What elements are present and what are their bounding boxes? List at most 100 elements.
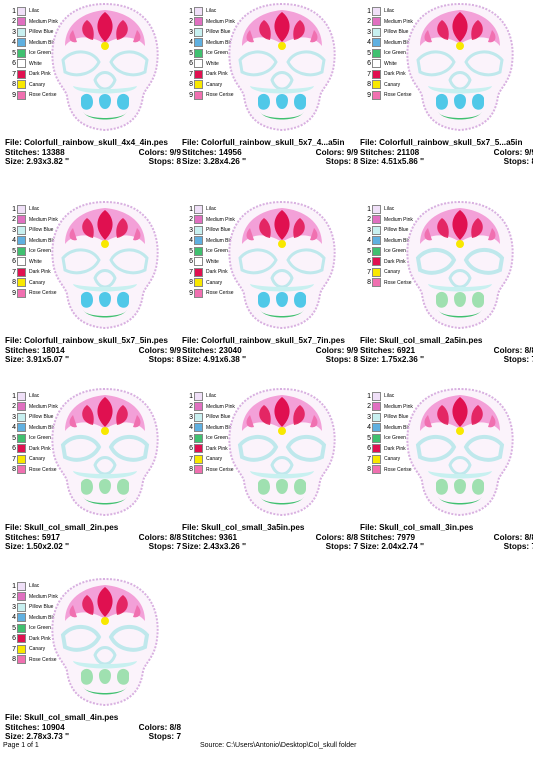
design-card: 1 Lilac 2 Medium Pink 3 Pillow Blue 4 Medium Bl… <box>360 0 533 190</box>
stops-label: Stops: <box>503 542 530 551</box>
thread-number: 9 <box>12 289 16 297</box>
thread-name: Dark Pink <box>206 269 228 276</box>
thread-number: 3 <box>12 226 16 234</box>
thread-row: 6 White <box>11 59 58 70</box>
thread-swatch <box>194 6 203 16</box>
design-info: File: Colorfull_rainbow_skull_4x4_4in.pe… <box>5 138 181 167</box>
thread-number: 2 <box>12 403 16 411</box>
colors-label: Colors: <box>138 722 168 732</box>
thread-row: 1 Lilac <box>11 391 58 402</box>
stops-label: Stops: <box>148 157 175 166</box>
thread-swatch <box>17 17 26 27</box>
stops-label: Stops: <box>148 542 175 551</box>
thread-swatch <box>17 412 26 422</box>
thread-row: 1 Lilac <box>11 6 58 17</box>
thread-swatch <box>17 215 26 225</box>
stitches-field: Stitches: 7979 <box>360 533 415 543</box>
thread-swatch <box>194 69 203 79</box>
file-line: File: Skull_col_small_4in.pes <box>5 713 181 723</box>
thread-name: Ice Green <box>29 435 51 442</box>
thread-swatch <box>372 225 381 235</box>
thread-swatch <box>17 423 26 433</box>
stitches-field: Stitches: 13388 <box>5 148 65 158</box>
thread-name: Canary <box>206 279 223 286</box>
size-value: 1.50x2.02 '' <box>26 542 69 551</box>
thread-number: 2 <box>12 216 16 224</box>
colors-field: Colors: 9/9 <box>494 148 533 158</box>
thread-number: 3 <box>189 28 193 36</box>
thread-row: 1 Lilac <box>11 581 58 592</box>
thread-name: Canary <box>384 456 401 463</box>
colors-field: Colors: 8/8 <box>494 533 533 543</box>
thread-number: 8 <box>12 279 16 287</box>
design-info: File: Skull_col_small_3a5in.pes Stitches:… <box>182 523 358 552</box>
stitches-line: Stitches: 10904 Colors: 8/8 <box>5 723 181 733</box>
size-field: Size: 4.51x5.86 '' <box>360 157 424 167</box>
file-label: File: <box>360 138 377 147</box>
thread-name: White <box>29 258 42 265</box>
thread-name: Pillow Blue <box>384 227 409 234</box>
size-line: Size: 1.50x2.02 '' Stops: 7 <box>5 542 181 552</box>
thread-row: 7 Canary <box>11 644 58 655</box>
thread-row: 5 Ice Green <box>11 433 58 444</box>
stitches-label: Stitches: <box>182 532 217 542</box>
size-field: Size: 4.91x6.38 '' <box>182 355 246 365</box>
thread-swatch <box>194 433 203 443</box>
thread-swatch <box>194 454 203 464</box>
thread-row: 1 Lilac <box>188 204 235 215</box>
thread-number: 1 <box>12 7 16 15</box>
thread-row: 4 Medium Blue <box>11 236 58 247</box>
design-info: File: Skull_col_small_3in.pes Stitches: 7… <box>360 523 533 552</box>
thread-name: Pillow Blue <box>29 227 54 234</box>
design-info: File: Colorfull_rainbow_skull_5x7_7in.pe… <box>182 336 358 365</box>
thread-number: 6 <box>12 60 16 68</box>
thread-name: Medium Pink <box>29 18 58 25</box>
thread-name: Ice Green <box>29 248 51 255</box>
thread-number: 2 <box>189 403 193 411</box>
colors-value: 9/9 <box>169 345 181 355</box>
thread-name: Canary <box>29 646 46 653</box>
thread-row: 3 Pillow Blue <box>188 412 235 423</box>
colors-value: 9/9 <box>346 147 358 157</box>
file-label: File: <box>182 336 199 345</box>
thread-name: Medium Blue <box>384 237 414 244</box>
thread-name: Pillow Blue <box>384 29 409 36</box>
thread-name: Medium Blue <box>384 39 414 46</box>
stitches-line: Stitches: 7979 Colors: 8/8 <box>360 533 533 543</box>
stops-label: Stops: <box>503 157 530 166</box>
file-line: File: Colorfull_rainbow_skull_4x4_4in.pe… <box>5 138 181 148</box>
design-info: File: Skull_col_small_2in.pes Stitches: 5… <box>5 523 181 552</box>
design-card: 1 Lilac 2 Medium Pink 3 Pillow Blue 4 Medium Bl… <box>5 0 181 190</box>
thread-row: 2 Medium Pink <box>11 17 58 28</box>
stitches-label: Stitches: <box>360 147 395 157</box>
thread-name: Medium Blue <box>29 39 59 46</box>
stitches-line: Stitches: 6921 Colors: 8/8 <box>360 346 533 356</box>
stops-field: Stops: 8 <box>326 355 358 365</box>
stops-value: 7 <box>531 355 533 364</box>
thread-row: 8 Canary <box>11 80 58 91</box>
thread-swatch <box>17 623 26 633</box>
size-label: Size: <box>5 542 25 551</box>
thread-swatch <box>17 433 26 443</box>
thread-row: 7 Dark Pink <box>366 69 413 80</box>
stitches-line: Stitches: 14956 Colors: 9/9 <box>182 148 358 158</box>
stops-field: Stops: 7 <box>149 542 181 552</box>
thread-row: 4 Medium Blue <box>11 38 58 49</box>
skull-image <box>51 2 159 132</box>
file-name: Skull_col_small_3a5in.pes <box>201 523 305 532</box>
thread-list: 1 Lilac 2 Medium Pink 3 Pillow Blue 4 Medium Bl… <box>11 581 58 665</box>
thread-number: 6 <box>12 635 16 643</box>
thread-name: Ice Green <box>206 50 228 57</box>
thread-row: 4 Medium Blue <box>11 613 58 624</box>
page-number: Page 1 of 1 <box>3 742 39 749</box>
stops-field: Stops: 8 <box>504 157 533 167</box>
thread-row: 2 Medium Pink <box>11 402 58 413</box>
thread-name: Rose Cerise <box>384 92 412 99</box>
design-info: File: Colorfull_rainbow_skull_5x7_4...a5… <box>182 138 358 167</box>
thread-swatch <box>17 80 26 90</box>
size-value: 4.51x5.86 '' <box>381 157 424 166</box>
thread-row: 5 Ice Green <box>366 48 413 59</box>
thread-name: Ice Green <box>29 50 51 57</box>
thread-number: 5 <box>367 434 371 442</box>
